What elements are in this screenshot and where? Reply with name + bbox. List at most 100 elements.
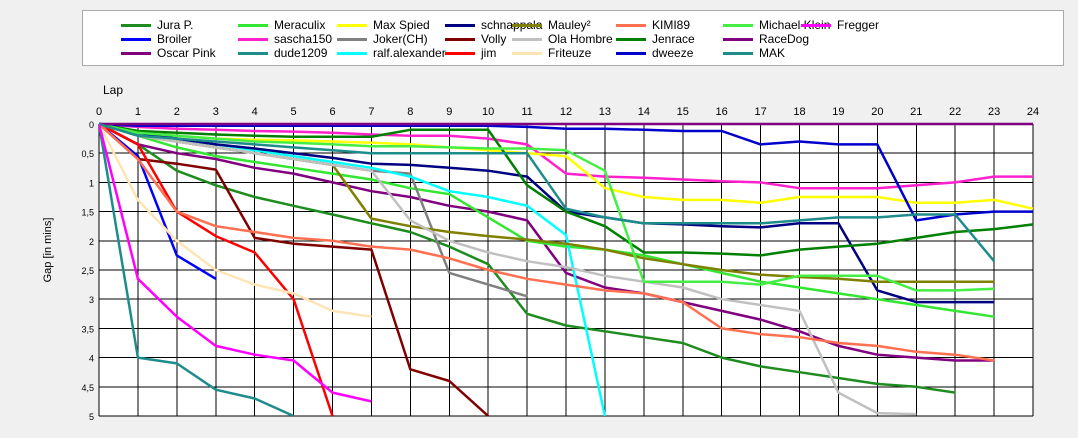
series-line-fregger	[99, 123, 372, 403]
x-tick-label: 3	[213, 106, 219, 118]
legend-swatch	[512, 52, 542, 55]
legend-label: Michael Klein	[759, 18, 831, 32]
legend-swatch	[337, 52, 367, 55]
legend-label: Mauley²	[548, 18, 591, 32]
legend-swatch	[616, 38, 646, 41]
legend-swatch	[445, 52, 475, 55]
x-tick-label: 5	[291, 106, 297, 118]
legend-swatch	[616, 24, 646, 27]
x-tick-label: 15	[677, 106, 689, 118]
series-line-meraculix	[99, 122, 995, 318]
legend-label: Max Spied	[373, 18, 430, 32]
x-tick-label: 16	[716, 106, 728, 118]
x-tick-label: 10	[482, 106, 494, 118]
legend-label: Volly	[481, 32, 507, 46]
y-axis-label: Gap [in mins]	[42, 218, 54, 283]
legend-label: Jura P.	[157, 18, 194, 32]
legend-swatch	[512, 38, 542, 41]
y-tick-label: 5	[89, 412, 94, 422]
y-tick-label: 2	[89, 237, 94, 247]
x-tick-label: 6	[329, 106, 335, 118]
series-line-kimi89	[99, 123, 995, 362]
legend-swatch	[616, 52, 646, 55]
chart-legend: Jura P. Broiler Oscar Pink Meraculix sascha1…	[82, 10, 1064, 66]
series-line-oscar-pink	[99, 122, 995, 362]
legend-swatch	[723, 52, 753, 55]
x-tick-label: 4	[252, 106, 258, 118]
series-line-jim	[99, 122, 334, 416]
series-line-jura-p	[99, 122, 956, 394]
series-line-sascha150	[99, 122, 1033, 190]
series-line-jenrace	[99, 122, 1034, 257]
x-tick-label: 22	[949, 106, 961, 118]
legend-swatch	[445, 38, 475, 41]
y-tick-label: 0,5	[81, 149, 94, 159]
legend-label: Broiler	[157, 32, 192, 46]
x-tick-label: 0	[96, 106, 102, 118]
legend-label: sascha150	[274, 32, 333, 46]
series-line-volly	[99, 123, 490, 416]
legend-swatch	[801, 24, 831, 27]
legend-label: jim	[481, 46, 497, 60]
legend-swatch	[512, 24, 542, 27]
legend-label: MAK	[759, 46, 786, 60]
y-tick-label: 4	[89, 354, 94, 364]
legend-label: Oscar Pink	[157, 46, 216, 60]
x-tick-label: 19	[832, 106, 844, 118]
y-tick-label: 2,5	[81, 266, 94, 276]
y-tick-label: 4,5	[81, 383, 94, 393]
legend-label: Ola Hombre	[548, 32, 613, 46]
legend-swatch	[445, 24, 475, 27]
series-lines	[99, 122, 1034, 416]
x-tick-label: 18	[793, 106, 805, 118]
x-tick-label: 23	[988, 106, 1000, 118]
legend-label: RaceDog	[759, 32, 810, 46]
legend-swatch	[121, 52, 151, 55]
legend-swatch	[723, 38, 753, 41]
legend-swatch	[238, 52, 268, 55]
y-tick-label: 3	[89, 295, 94, 305]
series-line-schnappala	[99, 122, 995, 304]
legend-label: dweeze	[652, 46, 694, 60]
legend-swatch	[723, 24, 753, 27]
x-tick-label: 11	[521, 106, 532, 118]
series-line-michael-klein	[99, 122, 995, 292]
x-tick-label: 7	[368, 106, 374, 118]
y-tick-label: 0	[89, 120, 94, 130]
x-axis-label: Lap	[103, 83, 123, 97]
legend-swatch	[337, 24, 367, 27]
x-tick-labels: 0 1 2 3 4 5 6 7 8 9 10 11 12 13 14 15 16 17 18 19 20 21 22 23 24	[96, 106, 1039, 118]
legend-label: KIMI89	[652, 18, 691, 32]
x-tick-label: 13	[599, 106, 611, 118]
series-line-ola-hombre	[99, 122, 917, 416]
x-tick-label: 24	[1027, 106, 1039, 118]
x-tick-label: 12	[560, 106, 572, 118]
legend-swatch	[238, 24, 268, 27]
legend-label: dude1209	[274, 46, 328, 60]
legend-label: Fregger	[837, 18, 880, 32]
x-tick-label: 17	[754, 106, 766, 118]
legend-label: schnappala	[481, 18, 542, 32]
legend-swatch	[337, 38, 367, 41]
y-tick-label: 3,5	[81, 324, 94, 334]
series-line-dweeze	[99, 122, 1033, 222]
x-tick-label: 8	[407, 106, 413, 118]
legend-label: Joker(CH)	[373, 32, 428, 46]
series-line-dude1209	[99, 123, 295, 416]
legend-label: Friteuze	[548, 46, 592, 60]
legend-label: Jenrace	[652, 32, 695, 46]
series-line-friteuze	[99, 123, 372, 318]
x-tick-label: 9	[446, 106, 452, 118]
y-tick-label: 1,5	[81, 208, 94, 218]
y-tick-labels: 0 0,5 1 1,5 2 2,5 3 3,5 4 4,5 5	[81, 120, 94, 422]
x-tick-label: 20	[871, 106, 883, 118]
series-line-mak	[99, 122, 996, 263]
x-tick-label: 21	[910, 106, 922, 118]
x-tick-label: 1	[135, 106, 141, 118]
series-line-max-spied	[99, 122, 1034, 210]
legend-swatch	[121, 38, 151, 41]
y-tick-label: 1	[89, 178, 94, 188]
x-tick-label: 2	[174, 106, 180, 118]
legend-label: ralf.alexander	[373, 46, 446, 60]
